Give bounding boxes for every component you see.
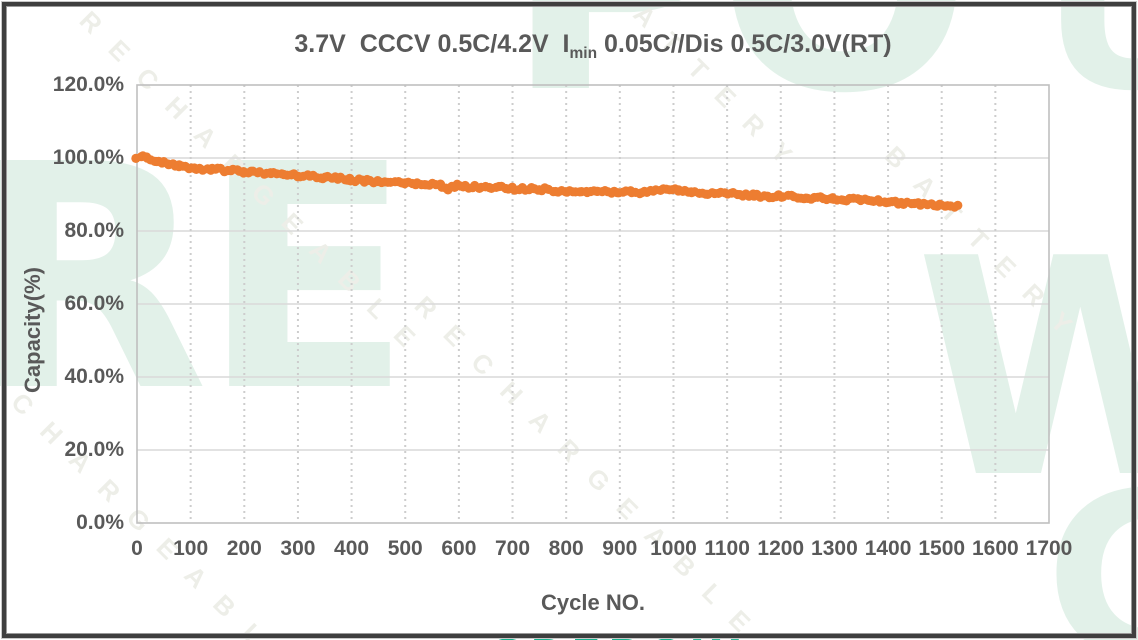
x-axis-title: Cycle NO. (541, 590, 645, 615)
watermark-brand-fragment: G (1045, 464, 1138, 640)
watermark-brand-fragment: U (1040, 0, 1138, 142)
x-tick-label: 500 (387, 537, 423, 560)
y-tick-label: 80.0% (64, 219, 124, 242)
x-tick-label: 600 (441, 537, 477, 560)
capacity-series (131, 151, 963, 212)
title-text-suffix: 0.05C//Dis 0.5C/3.0V(RT) (597, 30, 892, 58)
y-tick-label: 120.0% (52, 73, 124, 96)
x-tick-label: 300 (280, 537, 316, 560)
y-tick-label: 0.0% (76, 511, 124, 534)
x-tick-label: 100 (173, 537, 209, 560)
y-tick-label: 60.0% (64, 292, 124, 315)
y-tick-label: 20.0% (64, 438, 124, 461)
x-tick-label: 800 (548, 537, 584, 560)
y-tick-label: 40.0% (64, 365, 124, 388)
x-tick-label: 1600 (971, 537, 1019, 560)
x-tick-label: 0 (131, 537, 143, 560)
watermark-brand-fragment: PO (505, 0, 972, 135)
grepow-logo-bottom: GREPOW (487, 635, 747, 640)
watermark-brand-fragment: W (915, 195, 1138, 544)
x-tick-label: 200 (226, 537, 262, 560)
y-tick-label: 100.0% (52, 146, 124, 169)
x-tick-label: 1400 (864, 537, 912, 560)
x-tick-label: 1000 (650, 537, 697, 560)
x-tick-label: 1100 (704, 537, 750, 560)
title-subscript: min (569, 45, 598, 62)
x-tick-label: 1300 (811, 537, 858, 560)
x-tick-label: 700 (494, 537, 531, 560)
x-tick-label: 1200 (757, 537, 805, 560)
title-text-prefix: 3.7V CCCV 0.5C/4.2V I (294, 30, 570, 58)
plot-border (136, 84, 1050, 524)
x-tick-label: 1500 (918, 537, 966, 560)
data-point (953, 200, 963, 210)
chart-title: 3.7V CCCV 0.5C/4.2V Imin 0.05C//Dis 0.5C… (137, 30, 1049, 63)
x-tick-label: 1700 (1025, 537, 1073, 560)
x-tick-label: 400 (334, 537, 370, 560)
x-tick-label: 900 (602, 537, 638, 560)
